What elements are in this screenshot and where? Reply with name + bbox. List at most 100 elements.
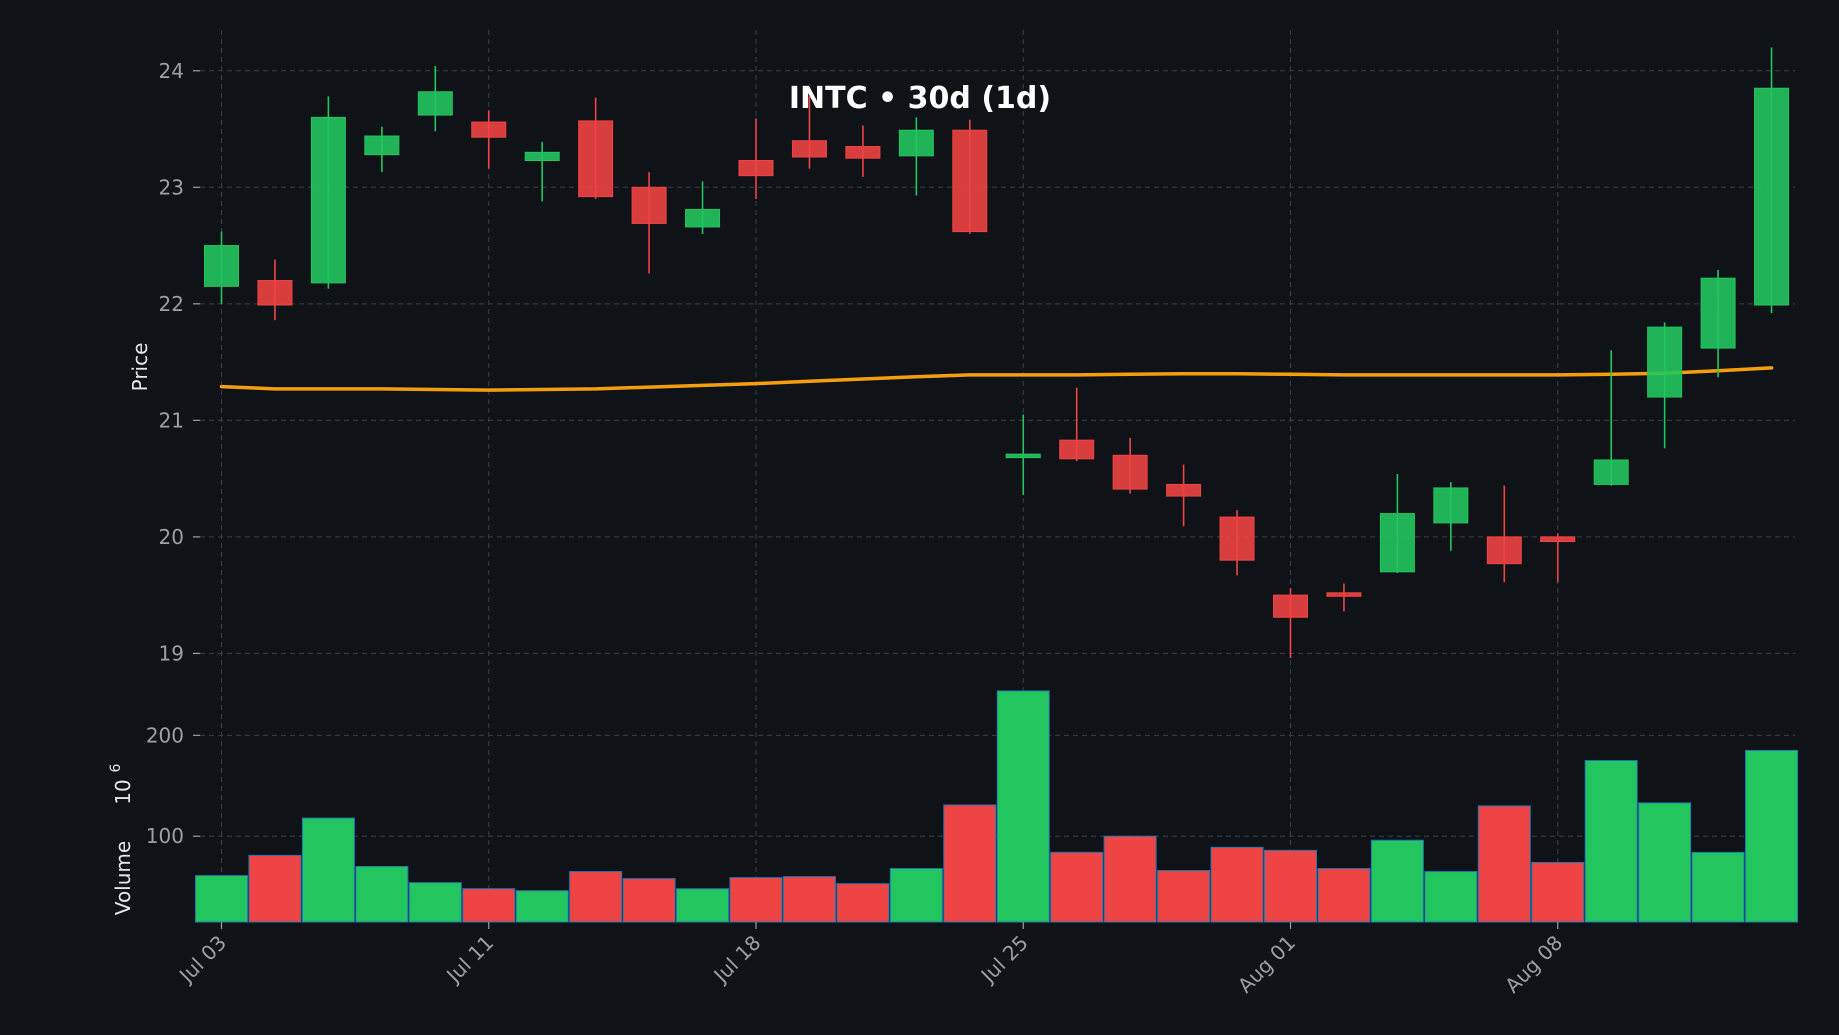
candle-body: [1486, 536, 1522, 565]
price-tick-label: 22: [159, 292, 184, 316]
candle-down: [738, 118, 774, 199]
candle-body: [631, 186, 667, 224]
candle-down: [1112, 437, 1148, 494]
volume-layer: [195, 690, 1799, 923]
candle-down: [631, 172, 667, 274]
candle-down: [791, 96, 827, 169]
volume-bar-up: [355, 866, 409, 923]
volume-bar-up: [195, 875, 248, 923]
volume-axis-multiplier: 10: [111, 779, 135, 804]
volume-bar-up: [301, 817, 355, 923]
price-tick-label: 20: [159, 525, 184, 549]
chart-title: INTC • 30d (1d): [789, 81, 1051, 116]
candle-down: [1540, 533, 1576, 583]
volume-bar-down: [1050, 851, 1104, 923]
candle-up: [204, 231, 239, 304]
candle-down: [845, 125, 881, 177]
date-tick-label: Aug 08: [1500, 931, 1567, 998]
price-tick-label: 24: [159, 59, 184, 83]
date-tick-label: Jul 11: [440, 931, 498, 989]
candle-body: [1754, 87, 1790, 306]
candle-down: [1059, 387, 1095, 462]
candle-up: [524, 141, 560, 202]
candle-body: [738, 160, 774, 177]
date-tick-label: Aug 01: [1233, 931, 1300, 998]
candle-down: [471, 110, 507, 169]
price-axis-label: Price: [128, 343, 152, 392]
volume-bar-down: [836, 883, 890, 923]
candle-body: [1112, 454, 1148, 490]
candle-down: [1166, 464, 1202, 527]
candle-down: [578, 97, 614, 199]
candle-up: [685, 181, 721, 234]
volume-bar-down: [1264, 849, 1317, 923]
moving-average-line: [219, 366, 1774, 392]
volume-bar-up: [676, 888, 730, 923]
volume-axis-label-group: Volume 10 6: [108, 763, 135, 915]
candle-body: [310, 116, 346, 284]
date-tick-label: Jul 03: [173, 931, 231, 989]
candle-down: [1273, 588, 1308, 659]
volume-bar-down: [248, 854, 302, 923]
volume-bar-down: [1210, 846, 1264, 923]
volume-axis-exponent: 6: [108, 763, 124, 772]
candle-body: [898, 129, 934, 157]
volume-bar-down: [782, 876, 836, 923]
date-tick-label: Jul 18: [708, 931, 766, 989]
candle-body: [791, 140, 827, 158]
candle-body: [685, 208, 721, 228]
candle-body: [1647, 326, 1683, 398]
price-tick-label: 19: [159, 641, 184, 665]
candle-body: [1326, 592, 1362, 597]
candle-body: [952, 129, 988, 233]
moving-average-layer: [219, 366, 1774, 392]
candle-body: [845, 146, 881, 159]
candle-up: [1005, 414, 1041, 495]
candle-body: [1540, 536, 1576, 543]
candle-body: [1433, 487, 1469, 524]
volume-bar-down: [729, 877, 783, 923]
candle-down: [1219, 510, 1255, 576]
volume-bar-up: [996, 690, 1050, 923]
candle-body: [578, 120, 614, 198]
candle-body: [1700, 277, 1736, 349]
candle-up: [898, 117, 934, 196]
volume-bar-up: [515, 890, 569, 923]
candle-up: [1593, 350, 1629, 486]
volume-bar-down: [1157, 870, 1211, 923]
volume-bar-up: [1638, 802, 1692, 923]
volume-bar-up: [1691, 851, 1745, 923]
volume-bar-down: [622, 878, 676, 923]
candle-up: [1754, 47, 1790, 314]
volume-tick-label: 200: [146, 723, 184, 747]
volume-bar-down: [943, 804, 997, 923]
candle-body: [1166, 483, 1202, 497]
candle-body: [204, 245, 239, 287]
volume-bar-down: [462, 888, 516, 923]
date-tick-label: Jul 25: [975, 931, 1033, 989]
candle-body: [524, 151, 560, 162]
candle-down: [1486, 485, 1522, 583]
volume-bar-up: [889, 868, 943, 923]
candle-body: [1219, 516, 1255, 561]
volume-bar-down: [1317, 868, 1371, 923]
candle-up: [1433, 482, 1469, 551]
candle-body: [364, 135, 400, 156]
candle-down: [1326, 583, 1362, 612]
volume-tick-label: 100: [146, 824, 184, 848]
volume-bar-up: [1745, 749, 1799, 923]
volume-bar-down: [569, 871, 623, 923]
price-tick-label: 21: [159, 408, 184, 432]
volume-axis-label: Volume: [111, 841, 135, 915]
volume-bar-up: [1584, 760, 1638, 923]
candle-body: [471, 121, 507, 138]
volume-bar-up: [408, 882, 462, 923]
volume-bar-up: [1424, 871, 1478, 923]
candle-body: [417, 91, 453, 116]
candle-up: [417, 66, 453, 132]
candle-up: [364, 126, 400, 173]
axis-layer: 19 20 21 22 23 24 100 200 Jul 03 Jul 11 Jul 18 Jul …: [146, 59, 1567, 998]
candle-body: [1379, 513, 1415, 573]
price-tick-label: 23: [159, 175, 184, 199]
